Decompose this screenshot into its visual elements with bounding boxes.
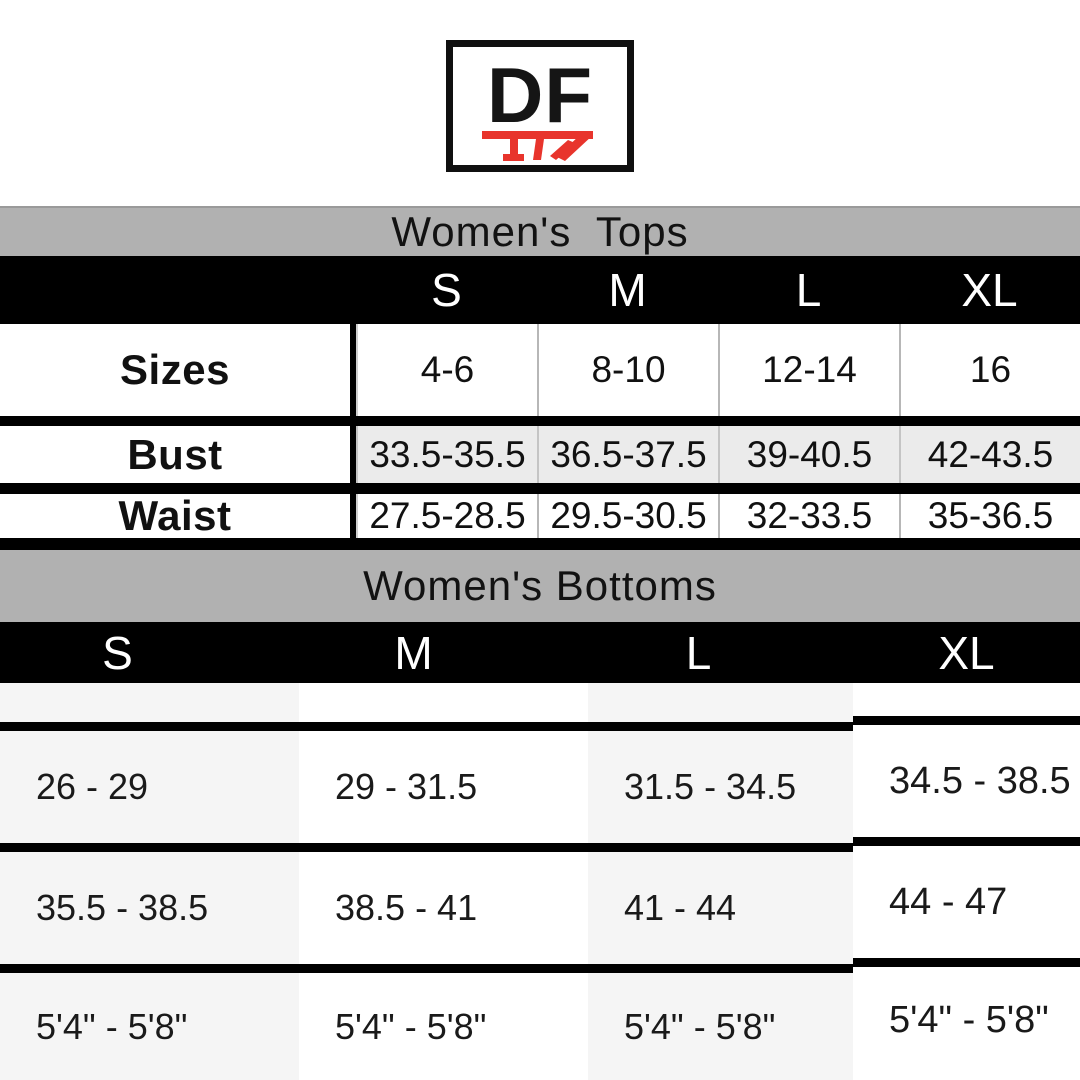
tops-header-spacer bbox=[0, 256, 356, 324]
tops-size-l: L bbox=[795, 264, 822, 316]
table-cell: 31.5 - 34.5 bbox=[588, 731, 853, 852]
table-cell: 33.5-35.5 bbox=[356, 426, 537, 483]
row-values: 4-6 8-10 12-14 16 bbox=[356, 324, 1080, 416]
table-cell: 35.5 - 38.5 bbox=[0, 852, 299, 973]
logo-header: DF bbox=[0, 0, 1080, 172]
row-values: 33.5-35.5 36.5-37.5 39-40.5 42-43.5 bbox=[356, 426, 1080, 483]
table-cell: 32-33.5 bbox=[718, 494, 899, 538]
bottoms-size-xl: XL bbox=[938, 626, 995, 679]
table-cell: 4-6 bbox=[356, 324, 537, 416]
row-label-bust: Bust bbox=[0, 426, 356, 483]
row-values: 27.5-28.5 29.5-30.5 32-33.5 35-36.5 bbox=[356, 494, 1080, 538]
table-cell: 5'4" - 5'8" bbox=[853, 967, 1080, 1074]
table-cell: 39-40.5 bbox=[718, 426, 899, 483]
divider bbox=[0, 538, 1080, 550]
tops-row-bust: Bust 33.5-35.5 36.5-37.5 39-40.5 42-43.5 bbox=[0, 426, 1080, 483]
row-label-sizes: Sizes bbox=[0, 324, 356, 416]
brand-logo-text: DF bbox=[487, 51, 593, 139]
table-cell-empty bbox=[853, 677, 1080, 725]
bottoms-size-s: S bbox=[102, 626, 133, 679]
womens-tops-table: Women's Tops S M L XL Sizes 4-6 8-10 12-… bbox=[0, 206, 1080, 550]
table-cell: 38.5 - 41 bbox=[299, 852, 588, 973]
table-cell: 12-14 bbox=[718, 324, 899, 416]
table-cell-empty bbox=[0, 683, 299, 731]
bottoms-grid: 26 - 29 29 - 31.5 31.5 - 34.5 34.5 - 38.… bbox=[0, 677, 1080, 1080]
divider bbox=[0, 416, 1080, 426]
table-cell: 27.5-28.5 bbox=[356, 494, 537, 538]
table-cell-empty bbox=[299, 683, 588, 731]
tops-size-xl: XL bbox=[961, 264, 1018, 316]
brand-logo: DF bbox=[446, 40, 634, 172]
row-label-waist: Waist bbox=[0, 492, 356, 539]
tops-size-header-row: S M L XL bbox=[0, 256, 1080, 324]
table-cell: 26 - 29 bbox=[0, 731, 299, 852]
table-cell: 34.5 - 38.5 bbox=[853, 725, 1080, 846]
womens-bottoms-table: Women's Bottoms S M L XL 26 - 29 29 - 31… bbox=[0, 550, 1080, 1080]
bottoms-size-l: L bbox=[685, 626, 712, 679]
brand-underline-icon bbox=[482, 131, 593, 161]
table-cell: 42-43.5 bbox=[899, 426, 1080, 483]
table-cell: 16 bbox=[899, 324, 1080, 416]
table-cell: 35-36.5 bbox=[899, 494, 1080, 538]
table-cell: 44 - 47 bbox=[853, 846, 1080, 967]
table-cell: 29 - 31.5 bbox=[299, 731, 588, 852]
bottoms-size-m: M bbox=[394, 626, 433, 679]
tops-title: Women's Tops bbox=[0, 206, 1080, 256]
table-cell: 8-10 bbox=[537, 324, 718, 416]
table-cell: 5'4" - 5'8" bbox=[588, 973, 853, 1080]
table-cell: 36.5-37.5 bbox=[537, 426, 718, 483]
table-cell: 41 - 44 bbox=[588, 852, 853, 973]
table-cell: 29.5-30.5 bbox=[537, 494, 718, 538]
tops-row-sizes: Sizes 4-6 8-10 12-14 16 bbox=[0, 324, 1080, 416]
bottoms-size-header-row: S M L XL bbox=[0, 622, 1080, 683]
tops-size-s: S bbox=[431, 264, 462, 316]
table-cell: 5'4" - 5'8" bbox=[0, 973, 299, 1080]
bottoms-title: Women's Bottoms bbox=[0, 550, 1080, 622]
divider bbox=[0, 483, 1080, 494]
tops-row-waist: Waist 27.5-28.5 29.5-30.5 32-33.5 35-36.… bbox=[0, 492, 1080, 539]
table-cell-empty bbox=[588, 683, 853, 731]
table-cell: 5'4" - 5'8" bbox=[299, 973, 588, 1080]
tops-size-m: M bbox=[608, 264, 647, 316]
